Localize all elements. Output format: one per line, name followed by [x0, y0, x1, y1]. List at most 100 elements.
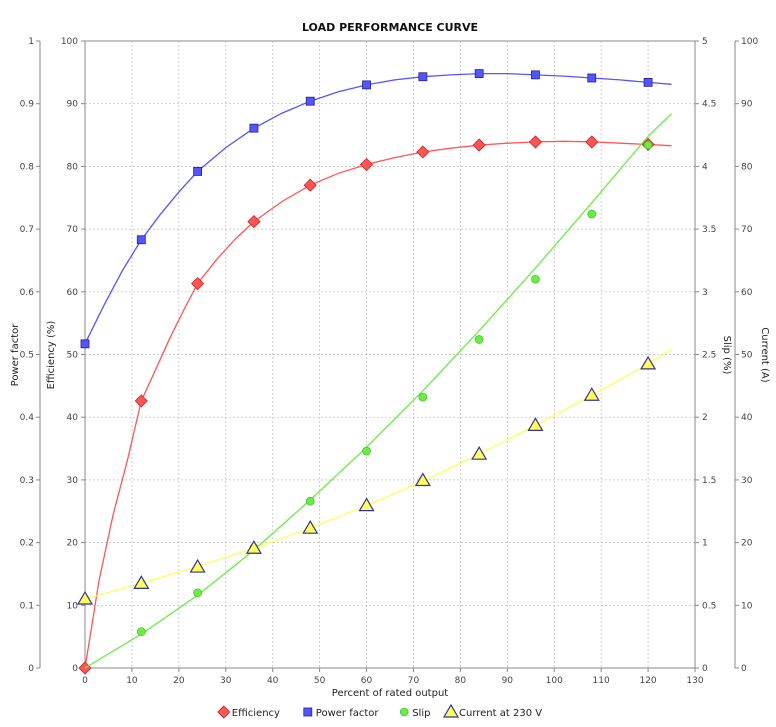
current-at-230-v-point [471, 446, 488, 460]
x-tick-label: 110 [593, 676, 610, 686]
x-tick-label: 90 [502, 676, 514, 686]
current-tick-label: 100 [741, 37, 758, 47]
efficiency-point [134, 394, 148, 408]
efficiency-tick-label: 20 [67, 539, 79, 549]
slip-tick-label: 1.5 [702, 476, 716, 486]
legend: Efficiency Power factor Slip Current at 230… [217, 703, 542, 719]
power-factor-point [136, 235, 146, 245]
x-tick-label: 10 [126, 676, 138, 686]
current-tick-label: 90 [741, 100, 753, 110]
x-tick-label: 0 [82, 676, 88, 686]
slip-point [531, 274, 540, 284]
axes: 0 10 20 30 40 50 60 70 80 90 100 110 120 13000.10.20.… [20, 37, 759, 686]
power-factor-tick-label: 0.9 [20, 100, 35, 110]
power-factor-tick-label: 0.6 [20, 288, 35, 298]
x-tick-label: 40 [267, 676, 279, 686]
x-tick-label: 60 [361, 676, 373, 686]
current-tick-label: 40 [741, 413, 753, 423]
legend-current-at-230-v-marker [442, 703, 460, 718]
efficiency-tick-label: 10 [67, 601, 79, 611]
current-at-230-v-point [245, 540, 262, 554]
current-tick-label: 10 [741, 601, 753, 611]
slip-tick-label: 5 [702, 37, 708, 47]
current-at-230-v-line [84, 348, 672, 600]
efficiency-point [191, 277, 205, 291]
slip-axis-label: Slip (%) [721, 336, 732, 375]
current-tick-label: 80 [741, 162, 753, 172]
legend-efficiency-label: Efficiency [232, 708, 280, 719]
current-tick-label: 60 [741, 288, 753, 298]
power-factor-tick-label: 0.7 [20, 225, 34, 235]
efficiency-tick-label: 90 [67, 100, 79, 110]
efficiency-point [585, 135, 599, 149]
power-factor-point [362, 80, 371, 90]
legend-current-at-230-v-label: Current at 230 V [459, 708, 542, 719]
slip-point [418, 392, 428, 402]
x-tick-label: 50 [314, 676, 326, 686]
slip-tick-label: 2 [702, 413, 708, 423]
efficiency-tick-label: 80 [67, 162, 79, 172]
legend-power-factor-marker [303, 707, 313, 717]
efficiency-point [472, 138, 486, 152]
slip-point [474, 335, 484, 344]
current-tick-label: 70 [741, 225, 753, 235]
slip-tick-label: 3 [702, 288, 708, 298]
power-factor-point [193, 167, 203, 176]
slip-point [193, 588, 202, 598]
efficiency-tick-label: 100 [61, 37, 78, 47]
current-at-230-v-point [583, 387, 600, 401]
power-factor-tick-label: 0.4 [20, 413, 35, 423]
legend-power-factor-label: Power factor [316, 708, 380, 719]
power-factor-point [80, 339, 90, 349]
power-factor-point [249, 123, 259, 133]
current-at-230-v-point [302, 519, 319, 534]
current-axis-label: Current (A) [759, 327, 770, 382]
slip-tick-label: 4.5 [702, 100, 716, 110]
power-factor-axis-label: Power factor [10, 323, 21, 387]
x-axis-label: Percent of rated output [332, 688, 449, 699]
x-tick-label: 130 [686, 676, 703, 686]
power-factor-series [80, 69, 672, 349]
efficiency-tick-label: 40 [67, 413, 79, 423]
chart-title: LOAD PERFORMANCE CURVE [302, 21, 478, 34]
current-at-230-v-point [640, 355, 657, 370]
efficiency-tick-label: 0 [72, 664, 78, 674]
power-factor-point [587, 73, 597, 83]
efficiency-tick-label: 70 [67, 225, 79, 235]
efficiency-point [528, 135, 543, 149]
power-factor-point [305, 96, 315, 106]
x-tick-label: 20 [173, 676, 185, 686]
slip-line [84, 113, 672, 669]
x-tick-label: 120 [639, 676, 656, 686]
slip-point [137, 627, 146, 636]
efficiency-point [303, 178, 317, 192]
power-factor-tick-label: 0.3 [20, 476, 34, 486]
current-tick-label: 30 [741, 476, 753, 486]
grid-lines [85, 41, 695, 668]
slip-tick-label: 3.5 [702, 225, 716, 235]
slip-point [305, 496, 315, 506]
legend-efficiency-marker [217, 705, 231, 719]
efficiency-point [416, 145, 430, 159]
x-tick-label: 100 [546, 676, 563, 686]
slip-tick-label: 0.5 [702, 601, 716, 611]
current-tick-label: 20 [741, 539, 753, 549]
power-factor-tick-label: 0.2 [20, 539, 34, 549]
efficiency-tick-label: 30 [67, 476, 79, 486]
slip-tick-label: 2.5 [702, 351, 716, 361]
current-tick-label: 0 [741, 664, 747, 674]
power-factor-point [418, 72, 428, 82]
efficiency-axis-label: Efficiency (%) [46, 321, 57, 390]
power-factor-tick-label: 0 [28, 664, 34, 674]
current-at-230-v-point [358, 497, 375, 512]
power-factor-point [643, 77, 653, 87]
x-tick-label: 30 [220, 676, 232, 686]
legend-slip-label: Slip [412, 708, 430, 719]
current-at-230-v-point [527, 417, 544, 431]
slip-point [362, 446, 371, 456]
efficiency-point [359, 157, 374, 172]
slip-tick-label: 1 [702, 539, 708, 549]
power-factor-line [84, 72, 672, 345]
slip-tick-label: 0 [702, 664, 708, 674]
current-at-230-v-point [414, 472, 431, 487]
